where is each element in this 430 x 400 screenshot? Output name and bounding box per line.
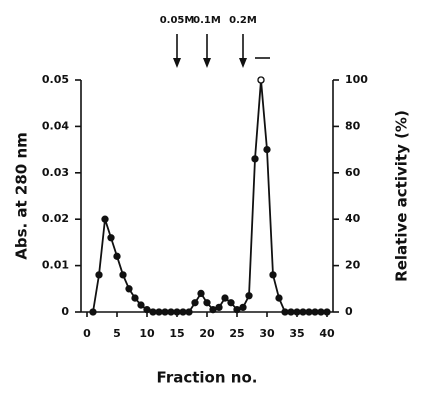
y2-tick-label: 80 bbox=[345, 119, 361, 132]
data-point bbox=[203, 299, 211, 307]
data-point bbox=[101, 215, 109, 223]
data-point bbox=[317, 308, 325, 316]
data-point bbox=[131, 294, 139, 302]
data-point bbox=[143, 306, 151, 314]
x-tick-label: 5 bbox=[113, 327, 121, 340]
x-tick-label: 10 bbox=[139, 327, 155, 340]
data-point bbox=[269, 271, 277, 279]
x-tick-label: 20 bbox=[199, 327, 215, 340]
data-point bbox=[107, 234, 115, 242]
y-tick-label: 0.02 bbox=[42, 212, 69, 225]
y2-tick-label: 20 bbox=[345, 259, 361, 272]
data-point bbox=[89, 308, 97, 316]
annotation-label: 0.05M bbox=[160, 15, 195, 26]
data-line bbox=[92, 79, 327, 313]
annotation-arrowhead bbox=[203, 58, 211, 68]
data-point bbox=[137, 301, 145, 309]
annotation-arrowhead bbox=[239, 58, 247, 68]
y2-tick-label: 0 bbox=[345, 305, 353, 318]
y-tick-label: 0.03 bbox=[42, 166, 69, 179]
data-point bbox=[239, 303, 247, 312]
x-tick-label: 0 bbox=[83, 327, 91, 340]
data-point bbox=[197, 289, 205, 298]
data-point bbox=[167, 308, 175, 316]
data-point bbox=[245, 292, 253, 300]
data-point bbox=[215, 303, 223, 312]
y-tick-label: 0.01 bbox=[42, 259, 69, 272]
data-point bbox=[113, 252, 121, 260]
y-tick-label: 0.05 bbox=[42, 73, 69, 86]
data-point bbox=[221, 294, 229, 302]
y2-tick-label: 100 bbox=[345, 73, 368, 86]
x-tick-label: 40 bbox=[319, 327, 335, 340]
data-point bbox=[263, 145, 271, 154]
data-point bbox=[227, 299, 235, 307]
data-point bbox=[179, 308, 187, 316]
data-point bbox=[95, 271, 103, 279]
y-axis-label: Abs. at 280 nm bbox=[13, 132, 31, 260]
data-point bbox=[281, 308, 289, 316]
activity-point bbox=[257, 76, 265, 84]
data-point bbox=[209, 306, 217, 314]
data-point bbox=[311, 308, 319, 316]
annotation-label: 0.2M bbox=[229, 15, 257, 26]
x-tick-label: 25 bbox=[229, 327, 244, 340]
data-point bbox=[251, 155, 259, 163]
data-point bbox=[233, 306, 241, 314]
data-point bbox=[275, 294, 283, 302]
y-tick-label: 0 bbox=[61, 305, 69, 318]
data-point bbox=[191, 299, 199, 307]
data-point bbox=[119, 271, 127, 279]
data-point bbox=[173, 308, 181, 316]
data-point bbox=[185, 308, 193, 316]
x-tick-label: 30 bbox=[259, 327, 275, 340]
data-point bbox=[161, 308, 169, 316]
data-point bbox=[287, 308, 295, 316]
data-point bbox=[305, 308, 313, 316]
annotation-label: 0.1M bbox=[193, 15, 221, 26]
y2-tick-label: 60 bbox=[345, 166, 361, 179]
data-point bbox=[323, 308, 331, 316]
x-axis-label: Fraction no. bbox=[157, 369, 258, 387]
annotation-arrowhead bbox=[173, 58, 181, 68]
data-point bbox=[155, 308, 163, 316]
data-point bbox=[293, 308, 301, 316]
y2-tick-label: 40 bbox=[345, 212, 361, 225]
y-tick-label: 0.04 bbox=[42, 119, 69, 132]
data-point bbox=[299, 308, 307, 316]
x-tick-label: 35 bbox=[289, 327, 304, 340]
data-point bbox=[125, 285, 133, 293]
data-point bbox=[149, 308, 157, 316]
y2-axis-label: Relative activity (%) bbox=[393, 110, 411, 282]
x-tick-label: 15 bbox=[169, 327, 184, 340]
